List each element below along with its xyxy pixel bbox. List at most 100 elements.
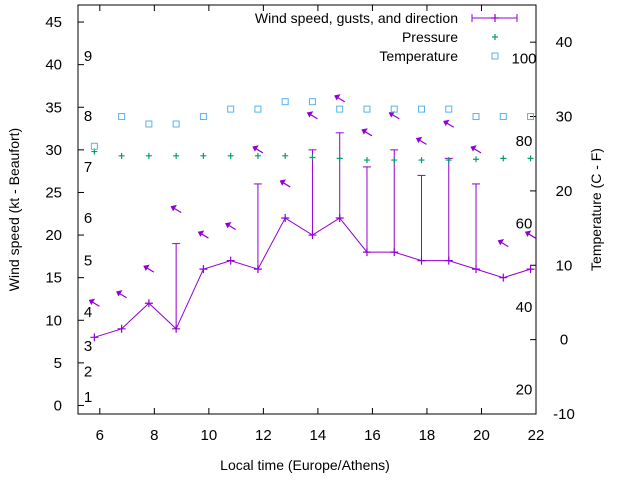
temperature-point [445,105,453,113]
pressure-point [227,152,234,159]
pressure-point [118,152,125,159]
wind-direction-arrowhead [306,111,314,118]
legend-wind-marker [491,14,499,22]
temperature-point [499,113,507,121]
y-tick-label: 0 [54,397,62,414]
wind-direction-arrowhead [225,221,232,229]
y2-tick-label: 20 [556,183,573,200]
pressure-point [391,157,398,164]
pressure-point [445,157,452,164]
wind-speed-point [499,273,508,282]
y-tick-label: 35 [45,99,62,116]
beaufort-label: 4 [84,304,92,321]
beaufort-label: 5 [84,253,92,270]
wind-speed-point [390,248,399,257]
beaufort-label: 9 [84,48,92,65]
data-group [88,94,536,342]
x-axis-label: Local time (Europe/Athens) [220,457,390,473]
legend: Wind speed, gusts, and direction Pressure… [255,10,518,64]
pressure-point [418,157,425,164]
temperature-point [472,113,480,121]
wind-direction-arrowhead [334,94,341,101]
wind-speed-point [335,214,344,223]
wind-direction-arrowhead [170,204,177,212]
temperature-point [199,113,207,121]
wind-direction-arrowhead [361,128,368,135]
pressure-point [309,154,316,161]
fahrenheit-label: 40 [516,299,533,316]
beaufort-label: 6 [84,210,92,227]
wind-speed-point [308,231,317,240]
wind-speed-point [90,333,99,342]
y2-tick-label: 40 [556,34,573,51]
legend-pressure-marker [492,34,498,40]
x-tick-label: 12 [255,427,272,444]
x-tick-label: 10 [201,427,218,444]
y-tick-label: 40 [45,57,62,74]
fahrenheit-label: 100 [511,51,536,68]
y2-tick-label: 10 [556,257,573,274]
wind-speed-point [199,265,208,274]
x-tick-label: 14 [310,427,327,444]
temperature-point [90,142,98,150]
pressure-point [336,155,343,162]
beaufort-label: 2 [84,363,92,380]
wind-speed-point [253,265,262,274]
beaufort-label: 1 [84,389,92,406]
beaufort-label: 3 [84,338,92,355]
wind-speed-point [226,256,235,265]
x-tick-label: 16 [364,427,381,444]
wind-direction-arrowhead [470,145,477,152]
temperature-point [281,98,289,106]
legend-label: Pressure [402,29,458,45]
pressure-point [282,152,289,159]
fahrenheit-label: 20 [516,381,533,398]
wind-direction-arrowhead [443,119,450,127]
wind-direction-arrowhead [197,230,205,237]
temperature-point [227,105,235,113]
wind-speed-point [172,324,181,333]
pressure-point [363,157,370,164]
beaufort-label: 8 [84,108,92,125]
y-tick-label: 20 [45,227,62,244]
y2-tick-label: 0 [560,332,568,349]
wind-speed-point [281,214,290,223]
pressure-point [200,152,207,159]
x-tick-label: 6 [96,427,104,444]
y-tick-label: 10 [45,312,62,329]
legend-label: Temperature [379,48,458,64]
y-axis-label: Wind speed (kt - Beaufort) [6,128,22,291]
temperature-point [363,105,371,113]
beaufort-label: 7 [84,159,92,176]
y-tick-label: 30 [45,142,62,159]
wind-speed-point [444,256,453,265]
x-tick-label: 18 [419,427,436,444]
temperature-point [254,105,262,113]
pressure-point [473,156,480,163]
y2-tick-label: -10 [553,406,575,423]
legend-label: Wind speed, gusts, and direction [255,10,458,26]
wind-speed-point [144,299,153,308]
temperature-point [336,105,344,113]
x-tick-label: 22 [528,427,545,444]
pressure-point [145,152,152,159]
pressure-point [500,155,507,162]
wind-speed-point [417,256,426,265]
pressure-point [527,155,534,162]
y-tick-label: 25 [45,184,62,201]
wind-direction-arrowhead [415,136,423,144]
temperature-point [145,120,153,128]
wind-speed-point [117,324,126,333]
wind-direction-arrowhead [524,230,532,237]
wind-speed-point [472,265,481,274]
y-tick-label: 15 [45,270,62,287]
plot-frame-group [77,4,537,415]
temperature-point [418,105,425,113]
pressure-point [173,152,180,159]
x-tick-label: 8 [150,427,158,444]
y-tick-label: 45 [45,14,62,31]
wind-direction-arrowhead [116,290,123,297]
pressure-point [254,152,261,159]
wind-direction-arrowhead [497,239,505,246]
y2-tick-label: 30 [556,109,573,126]
